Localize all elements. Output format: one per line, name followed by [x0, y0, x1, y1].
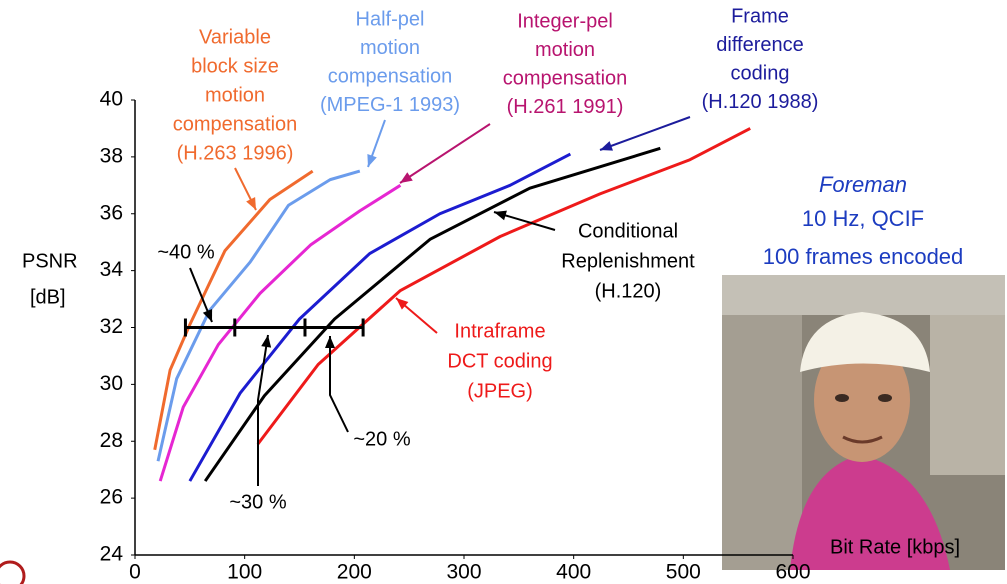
- series-line: [158, 184, 402, 482]
- x-axis-label: Bit Rate [kbps]: [830, 536, 960, 558]
- label-arrow-head: [246, 197, 256, 210]
- series-label: Integer-pel: [517, 10, 613, 32]
- savings-label: ~20 %: [353, 428, 410, 450]
- savings-arrow: [257, 334, 269, 486]
- inset-caption: Foreman: [819, 172, 907, 197]
- series-label: Frame: [731, 5, 789, 27]
- x-tick-label: 0: [129, 561, 141, 584]
- series-label: coding: [731, 62, 790, 84]
- x-tick-label: 500: [666, 561, 701, 584]
- x-tick-label: 300: [446, 561, 481, 584]
- savings-label: ~40 %: [157, 241, 214, 263]
- inset-caption: 100 frames encoded: [763, 244, 964, 269]
- savings-arrow-head: [202, 309, 213, 322]
- series-label: compensation: [503, 67, 628, 89]
- x-tick-label: 400: [556, 561, 591, 584]
- y-tick-label: 24: [100, 543, 124, 566]
- series-label: motion: [360, 37, 420, 59]
- y-tick-label: 38: [100, 144, 123, 167]
- x-tick-label: 600: [775, 561, 810, 584]
- savings-label: ~30 %: [229, 491, 286, 513]
- series-label: (H.261 1991): [507, 96, 624, 118]
- y-tick-label: 32: [100, 315, 123, 338]
- y-axis-label: [dB]: [30, 286, 66, 308]
- label-arrow-head: [600, 141, 613, 151]
- series-label: DCT coding: [447, 350, 552, 372]
- y-axis-label: PSNR: [22, 250, 78, 272]
- series-line: [156, 169, 361, 462]
- y-tick-label: 36: [100, 201, 123, 224]
- x-tick-label: 200: [337, 561, 372, 584]
- y-tick-label: 26: [100, 486, 123, 509]
- savings-arrow-head: [325, 336, 335, 348]
- y-tick-label: 28: [100, 429, 123, 452]
- logo: [0, 560, 26, 584]
- series-label: difference: [716, 34, 803, 56]
- series-label: Variable: [199, 26, 271, 48]
- series-label: (MPEG-1 1993): [320, 94, 460, 116]
- label-arrow-head: [396, 298, 409, 310]
- label-arrow-head: [367, 154, 377, 167]
- y-tick-label: 30: [100, 372, 123, 395]
- series-label: (H.120 1988): [702, 91, 819, 113]
- series-label: Half-pel: [356, 8, 425, 30]
- label-arrow: [399, 123, 491, 184]
- savings-arrow-head: [261, 335, 272, 348]
- series-label: motion: [535, 39, 595, 61]
- y-tick-label: 34: [100, 258, 124, 281]
- label-arrow-head: [494, 210, 507, 221]
- label-arrow-head: [400, 172, 413, 183]
- series-label: Replenishment: [561, 250, 695, 272]
- series-line: [256, 127, 751, 445]
- inset-caption: 10 Hz, QCIF: [802, 206, 924, 231]
- inset-photo: [722, 275, 1005, 570]
- series-label: (JPEG): [467, 380, 533, 402]
- series-line: [188, 152, 572, 482]
- label-arrow: [599, 116, 691, 151]
- series-label: (H.120): [595, 280, 662, 302]
- x-tick-label: 100: [227, 561, 262, 584]
- savings-arrow: [329, 336, 349, 433]
- series-label: compensation: [173, 113, 298, 135]
- series-label: (H.263 1996): [177, 142, 294, 164]
- series-label: motion: [205, 84, 265, 106]
- series-label: block size: [191, 55, 279, 77]
- series-line: [153, 169, 314, 451]
- series-line: [203, 146, 661, 482]
- series-label: compensation: [328, 65, 453, 87]
- y-tick-label: 40: [100, 88, 123, 111]
- series-label: Conditional: [578, 220, 678, 242]
- series-label: Intraframe: [454, 320, 545, 342]
